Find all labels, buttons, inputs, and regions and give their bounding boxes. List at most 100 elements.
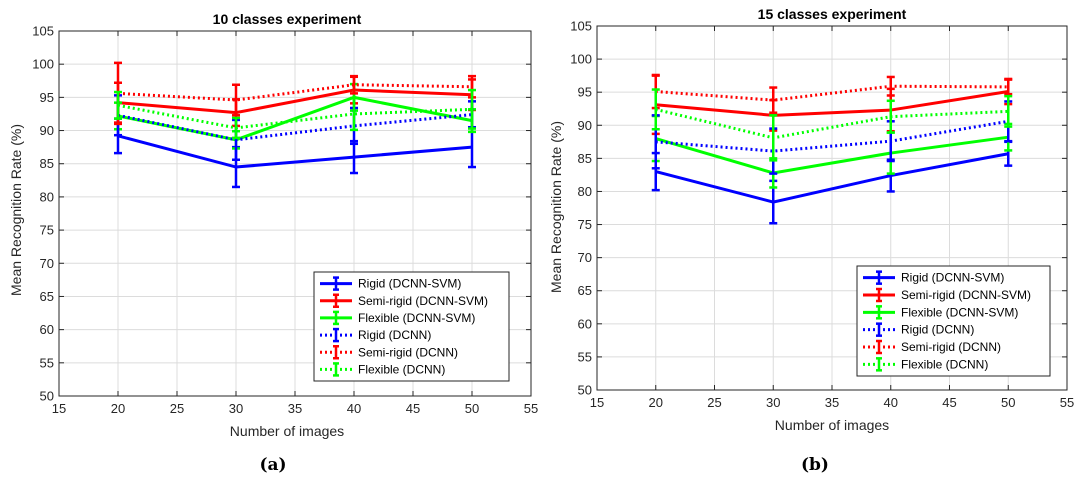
error-bar xyxy=(232,83,240,117)
x-tick-label: 25 xyxy=(170,401,184,416)
x-axis-label: Number of images xyxy=(775,417,889,433)
y-tick-label: 65 xyxy=(578,283,592,298)
legend-box xyxy=(313,271,510,382)
chart-title: 10 classes experiment xyxy=(213,11,362,27)
error-bar xyxy=(1004,94,1013,128)
y-tick-label: 95 xyxy=(578,85,592,100)
error-bar xyxy=(1004,78,1013,96)
series-line xyxy=(117,103,473,130)
legend: Rigid (DCNN-SVM) Semi-rigid (DCNN-SVM) Fle… xyxy=(856,265,1051,377)
legend-item: Semi-rigid (DCNN) xyxy=(320,345,458,360)
y-tick-label: 60 xyxy=(40,322,54,337)
legend-item: Semi-rigid (DCNN-SVM) xyxy=(320,293,488,308)
x-tick-label: 35 xyxy=(825,395,839,410)
y-tick-label: 100 xyxy=(32,57,54,72)
y-tick-label: 95 xyxy=(40,90,54,105)
error-bar xyxy=(886,99,895,134)
legend-box xyxy=(856,265,1051,377)
panel-caption: (b) xyxy=(801,455,829,475)
error-bar xyxy=(350,74,358,95)
series-line xyxy=(117,113,473,142)
series xyxy=(114,88,476,140)
y-tick-label: 80 xyxy=(578,184,592,199)
legend-label: Semi-rigid (DCNN) xyxy=(901,340,1001,354)
legend-item: Rigid (DCNN-SVM) xyxy=(320,276,461,291)
y-tick-label: 55 xyxy=(40,355,54,370)
y-tick-label: 80 xyxy=(40,189,54,204)
y-tick-label: 55 xyxy=(578,349,592,364)
y-tick-label: 65 xyxy=(40,289,54,304)
legend-label: Flexible (DCNN-SVM) xyxy=(358,311,475,325)
legend: Rigid (DCNN-SVM) Semi-rigid (DCNN-SVM) Fle… xyxy=(313,271,510,382)
y-tick-label: 105 xyxy=(570,19,592,34)
error-bar xyxy=(651,88,660,131)
legend-item: Flexible (DCNN) xyxy=(320,362,445,377)
legend-item: Rigid (DCNN) xyxy=(863,322,974,337)
y-tick-label: 105 xyxy=(32,24,54,39)
series xyxy=(651,88,1013,162)
plot-area: 15 20 25 30 35 40 45 50 55 50 55 60 65 70 75 80 85 90 95 10… xyxy=(32,24,538,417)
legend-label: Flexible (DCNN) xyxy=(901,357,988,371)
legend-label: Semi-rigid (DCNN-SVM) xyxy=(358,294,488,308)
error-bar xyxy=(232,116,240,140)
y-tick-label: 70 xyxy=(578,250,592,265)
legend-label: Semi-rigid (DCNN-SVM) xyxy=(901,288,1031,302)
legend-label: Rigid (DCNN-SVM) xyxy=(358,277,461,291)
panel-b: 15 classes experiment Number of images M… xyxy=(548,6,1074,475)
y-tick-label: 70 xyxy=(40,256,54,271)
y-tick-label: 60 xyxy=(578,316,592,331)
error-bar xyxy=(114,90,122,120)
legend-item: Flexible (DCNN-SVM) xyxy=(863,305,1018,320)
x-tick-label: 30 xyxy=(229,401,243,416)
series-line xyxy=(655,107,1009,140)
x-tick-label: 35 xyxy=(288,401,302,416)
legend-label: Rigid (DCNN) xyxy=(358,328,431,342)
x-axis-label: Number of images xyxy=(230,423,344,439)
x-tick-label: 55 xyxy=(1060,395,1074,410)
panel-a: 10 classes experiment Number of images M… xyxy=(8,11,538,475)
x-tick-label: 15 xyxy=(52,401,66,416)
series-line xyxy=(655,152,1009,204)
legend-item: Flexible (DCNN) xyxy=(863,357,988,372)
x-tick-label: 40 xyxy=(347,401,361,416)
legend-label: Flexible (DCNN-SVM) xyxy=(901,305,1018,319)
error-bar xyxy=(886,75,895,97)
y-tick-label: 85 xyxy=(40,156,54,171)
panel-caption: (a) xyxy=(259,455,286,475)
x-tick-label: 50 xyxy=(465,401,479,416)
x-tick-label: 25 xyxy=(707,395,721,410)
y-tick-label: 90 xyxy=(578,118,592,133)
legend-label: Rigid (DCNN-SVM) xyxy=(901,271,1004,285)
y-axis-label: Mean Recognition Rate (%) xyxy=(8,124,24,296)
legend-label: Flexible (DCNN) xyxy=(358,362,445,376)
series-line xyxy=(117,134,473,169)
series-line xyxy=(655,84,1009,102)
legend-item: Flexible (DCNN-SVM) xyxy=(320,310,475,326)
x-tick-label: 45 xyxy=(406,401,420,416)
y-tick-label: 75 xyxy=(40,223,54,238)
error-bar xyxy=(769,114,778,162)
legend-item: Rigid (DCNN) xyxy=(320,327,431,343)
y-tick-label: 100 xyxy=(570,52,592,67)
x-tick-label: 50 xyxy=(1001,395,1015,410)
x-tick-label: 40 xyxy=(884,395,898,410)
y-tick-label: 90 xyxy=(40,123,54,138)
x-tick-label: 30 xyxy=(766,395,780,410)
legend-item: Semi-rigid (DCNN-SVM) xyxy=(863,287,1031,303)
x-tick-label: 55 xyxy=(524,401,538,416)
x-tick-label: 20 xyxy=(649,395,663,410)
y-tick-label: 50 xyxy=(578,383,592,398)
legend-item: Rigid (DCNN-SVM) xyxy=(863,270,1004,285)
series-line xyxy=(655,90,1009,117)
series-line xyxy=(655,119,1009,153)
chart-title: 15 classes experiment xyxy=(758,6,907,22)
x-tick-label: 20 xyxy=(111,401,125,416)
error-bar xyxy=(769,86,778,114)
y-tick-label: 50 xyxy=(40,389,54,404)
error-bar xyxy=(350,96,358,132)
series-line xyxy=(655,135,1009,175)
legend-label: Rigid (DCNN) xyxy=(901,323,974,337)
error-bar xyxy=(468,88,476,130)
x-tick-label: 15 xyxy=(590,395,604,410)
